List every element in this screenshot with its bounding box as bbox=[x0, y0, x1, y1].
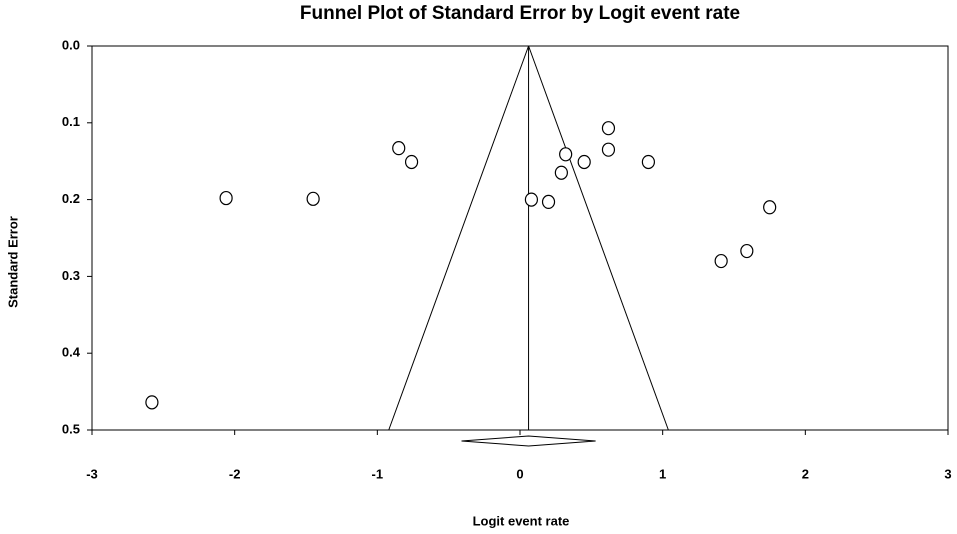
y-tick-label: 0.1 bbox=[62, 114, 80, 129]
study-point bbox=[541, 194, 556, 210]
study-point bbox=[404, 154, 419, 170]
funnel-right bbox=[528, 45, 669, 431]
y-tick-label: 0.2 bbox=[62, 191, 80, 206]
y-tick-label: 0.4 bbox=[62, 345, 81, 360]
chart-title: Funnel Plot of Standard Error by Logit e… bbox=[300, 3, 740, 24]
study-point bbox=[392, 141, 406, 156]
y-tick-label: 0.3 bbox=[62, 268, 80, 283]
x-axis-label: Logit event rate bbox=[473, 513, 570, 528]
study-point bbox=[306, 191, 320, 206]
study-point bbox=[554, 165, 568, 180]
x-tick-label: -1 bbox=[372, 466, 384, 481]
study-point bbox=[219, 190, 233, 206]
funnel-left bbox=[388, 45, 530, 431]
y-axis-label: Standard Error bbox=[5, 216, 20, 308]
study-point bbox=[559, 147, 573, 162]
study-point bbox=[601, 142, 616, 157]
x-tick-label: -3 bbox=[86, 466, 98, 481]
study-point bbox=[145, 395, 159, 410]
study-point bbox=[601, 121, 616, 136]
summary-diamond bbox=[461, 435, 596, 447]
study-point bbox=[763, 200, 777, 215]
study-point bbox=[641, 154, 656, 170]
x-tick-label: 0 bbox=[516, 466, 523, 481]
plot-frame bbox=[91, 45, 949, 431]
x-tick-label: 3 bbox=[944, 466, 951, 481]
study-point bbox=[524, 192, 539, 207]
x-tick-label: 2 bbox=[802, 466, 809, 481]
y-tick-label: 0.0 bbox=[62, 37, 80, 52]
y-tick-label: 0.5 bbox=[62, 421, 80, 436]
x-tick-label: 1 bbox=[659, 466, 666, 481]
study-point bbox=[740, 243, 754, 259]
study-point bbox=[714, 253, 728, 269]
x-tick-label: -2 bbox=[229, 466, 241, 481]
study-point bbox=[577, 154, 591, 170]
